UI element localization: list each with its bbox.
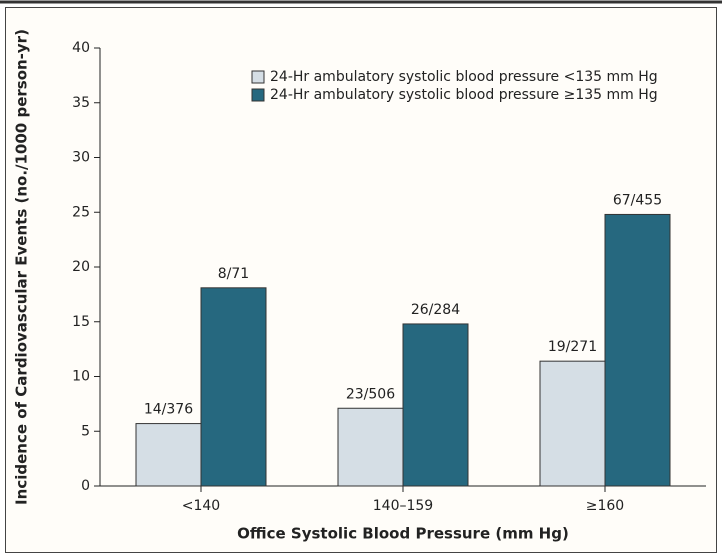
- bar-annotation: 19/271: [548, 339, 597, 355]
- x-tick-label: ≥160: [586, 498, 624, 514]
- y-tick-label: 10: [72, 369, 90, 385]
- y-tick-label: 40: [72, 40, 90, 56]
- y-tick-label: 15: [72, 314, 90, 330]
- x-tick-label: <140: [182, 498, 220, 514]
- legend-label: 24-Hr ambulatory systolic blood pressure…: [270, 87, 658, 103]
- bar: [539, 360, 606, 487]
- y-tick-label: 5: [81, 423, 90, 439]
- y-tick-label: 20: [72, 259, 90, 275]
- x-tick-label: 140–159: [373, 498, 433, 514]
- bar-annotation: 67/455: [613, 192, 662, 208]
- bar-annotation: 26/284: [411, 302, 460, 318]
- x-axis-title: Office Systolic Blood Pressure (mm Hg): [237, 525, 569, 543]
- bar: [200, 287, 267, 487]
- legend-swatch: [251, 88, 265, 102]
- y-tick-label: 30: [72, 150, 90, 166]
- y-tick-label: 25: [72, 204, 90, 220]
- bar-annotation: 23/506: [346, 386, 395, 402]
- y-tick-label: 0: [81, 478, 90, 494]
- bar: [402, 323, 469, 487]
- bar-annotation: 8/71: [218, 266, 249, 282]
- bar: [604, 213, 671, 487]
- legend-swatch: [251, 70, 265, 84]
- y-tick-label: 35: [72, 95, 90, 111]
- bar-annotation: 14/376: [144, 402, 193, 418]
- y-axis-title: Incidence of Cardiovascular Events (no./…: [13, 29, 31, 505]
- bar: [135, 423, 202, 487]
- bar: [337, 407, 404, 487]
- legend-label: 24-Hr ambulatory systolic blood pressure…: [270, 69, 658, 85]
